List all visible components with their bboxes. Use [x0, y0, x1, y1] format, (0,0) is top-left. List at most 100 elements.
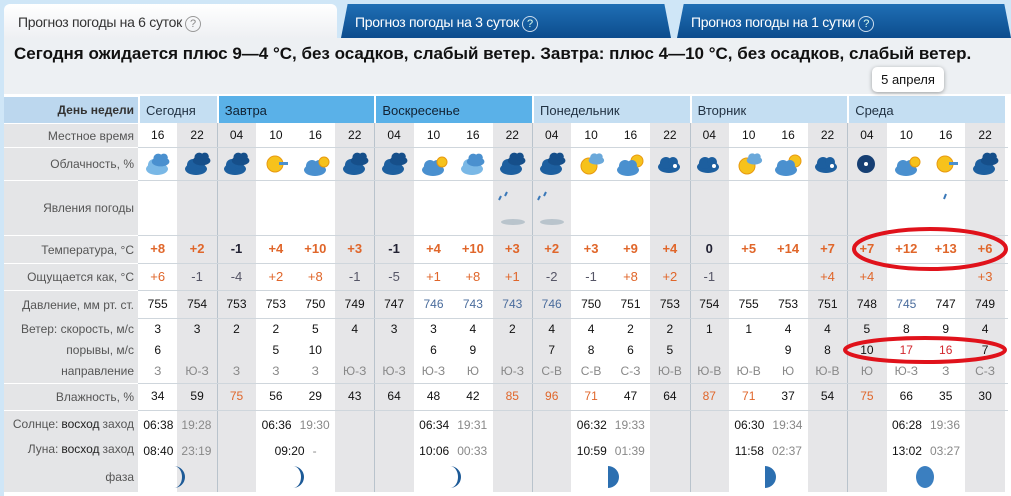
pressure-value: 743 [462, 297, 483, 311]
day-header[interactable]: Понедельник [532, 96, 690, 123]
feels-value: +2 [662, 269, 678, 284]
column-bg [847, 123, 887, 492]
feels-value [729, 263, 768, 290]
feels-value: -4 [230, 269, 243, 284]
sunrise-time: 06:28 [891, 418, 922, 432]
day-header[interactable]: Среда [847, 96, 1005, 123]
cloudiness-overcast-dark-icon [493, 149, 532, 179]
row-divider [138, 263, 1008, 264]
wind-value: 2 [233, 322, 240, 336]
column-bg [413, 123, 454, 492]
gust-value [690, 340, 729, 360]
row-divider [138, 383, 1008, 384]
date-tooltip: 5 апреля [872, 67, 944, 92]
temp-value: +3 [347, 241, 363, 256]
day-header[interactable]: Сегодня [138, 96, 217, 123]
humidity-value: 29 [308, 389, 322, 403]
row-divider [138, 180, 1008, 181]
sun-times: 06:30 19:34 [690, 418, 848, 432]
dir-value: С-З [620, 364, 641, 378]
dir-value: С-В [580, 364, 602, 378]
row-label-gust: порывы, м/с [4, 340, 138, 360]
humidity-value: 64 [387, 389, 401, 403]
moonrise-time: 11:58 [734, 444, 764, 458]
temp-value: +7 [820, 241, 835, 256]
tab-6-days[interactable]: Прогноз погоды на 6 суток? [4, 4, 337, 38]
dir-value: Ю-З [894, 364, 918, 378]
column-bg [177, 123, 217, 492]
sunset-time: 19:28 [181, 418, 212, 432]
gust-value: 16 [939, 343, 953, 357]
temp-value: 0 [705, 241, 713, 256]
row-label-feels: Ощущается как, °C [4, 263, 138, 290]
time-value: 04 [860, 128, 874, 142]
column-bg [689, 123, 729, 492]
row-label-day: День недели [4, 96, 138, 123]
humidity-value: 85 [505, 389, 519, 403]
feels-value: -1 [348, 269, 361, 284]
time-value: 22 [505, 128, 519, 142]
gust-value [493, 340, 532, 360]
temp-value: -1 [388, 241, 400, 256]
moon-times: 13:02 03:27 [847, 444, 1005, 458]
pressure-value: 751 [817, 297, 838, 311]
temp-value: +10 [461, 241, 484, 256]
tab-1-day[interactable]: Прогноз погоды на 1 сутки? [677, 4, 1011, 38]
tab-label: Прогноз погоды на 3 суток [355, 14, 519, 30]
day-header[interactable]: Воскресенье [374, 96, 532, 123]
sunset-time: 19:31 [457, 418, 488, 432]
column-bg [768, 123, 808, 492]
column-bg [374, 123, 414, 492]
feels-value: +8 [623, 269, 638, 284]
cloudiness-night-cloudy-icon [808, 149, 847, 179]
cloudiness-sunny-icon [926, 149, 965, 179]
wind-value: 5 [311, 322, 319, 336]
forecast-widget: Прогноз погоды на 6 суток? Прогноз погод… [4, 0, 1011, 496]
temp-value: +10 [304, 241, 327, 256]
wind-value: 4 [784, 322, 792, 336]
tab-3-days[interactable]: Прогноз погоды на 3 суток? [341, 4, 671, 38]
dir-value: Ю-З [500, 364, 524, 378]
gust-value [374, 340, 413, 360]
forecast-summary: Сегодня ожидается плюс 9—4 °C, без осадк… [4, 38, 1011, 94]
day-separator [689, 123, 691, 492]
pressure-value: 748 [856, 297, 877, 311]
feels-value: -1 [191, 269, 203, 284]
dir-value: С-В [541, 364, 563, 378]
time-value: 10 [426, 128, 441, 142]
cloudiness-clear-night-icon [847, 149, 886, 179]
temp-value: +6 [977, 241, 993, 256]
moon-phase-first-quarter-icon [532, 464, 690, 490]
help-icon[interactable]: ? [521, 16, 538, 32]
day-header[interactable]: Вторник [689, 96, 848, 123]
sun-times: 06:36 19:30 [217, 418, 375, 432]
pressure-value: 754 [187, 297, 208, 311]
temp-value: +4 [426, 241, 441, 256]
day-header[interactable]: Завтра [216, 96, 375, 123]
row-label-cloud: Облачность, % [4, 147, 138, 180]
pressure-value: 749 [975, 297, 996, 311]
humidity-value: 42 [466, 389, 480, 403]
cloudiness-night-cloudy-icon [690, 149, 729, 179]
wind-value: 9 [942, 322, 950, 336]
weather-rain-fog-icon [532, 180, 571, 235]
gust-value: 17 [899, 343, 913, 357]
help-icon[interactable]: ? [858, 16, 875, 32]
help-icon[interactable]: ? [184, 16, 201, 32]
label-set: заход [102, 442, 134, 456]
humidity-value: 37 [781, 389, 795, 403]
column-bg [492, 123, 532, 492]
humidity-value: 47 [623, 389, 638, 403]
feels-value [926, 263, 965, 290]
time-value: 22 [190, 128, 204, 142]
day-separator [216, 123, 218, 492]
feels-value [768, 263, 807, 290]
dir-value: З [942, 364, 950, 378]
time-value: 04 [387, 128, 401, 142]
time-value: 04 [702, 128, 716, 142]
gust-value: 9 [784, 343, 792, 357]
time-value: 04 [229, 128, 244, 142]
pressure-value: 745 [896, 297, 917, 311]
sun-times: 06:34 19:31 [374, 418, 532, 432]
pressure-value: 746 [423, 297, 444, 311]
